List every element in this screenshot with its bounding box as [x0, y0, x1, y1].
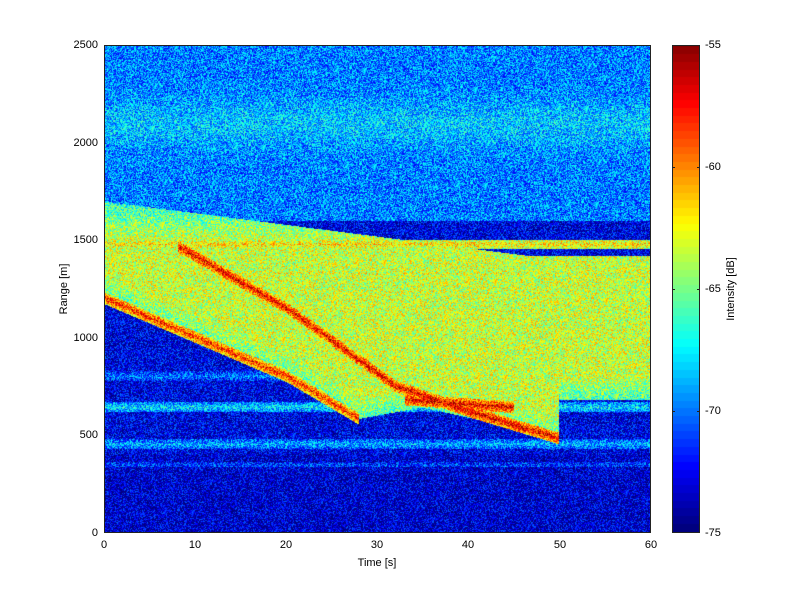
colorbar-tickmark: [697, 289, 700, 290]
x-tick-label: 50: [553, 539, 567, 551]
colorbar-tickmark: [672, 411, 675, 412]
y-tick-label: 2000: [73, 137, 98, 149]
colorbar-tickmark: [672, 289, 675, 290]
heatmap-plot-area: [104, 45, 651, 533]
y-tick-label: 1000: [73, 332, 98, 344]
x-tick-label: 60: [644, 539, 658, 551]
colorbar-tick-label: -65: [705, 283, 721, 295]
colorbar-tickmark: [697, 167, 700, 168]
x-tick-label: 40: [461, 539, 475, 551]
y-tick-label: 2500: [73, 39, 98, 51]
x-tick-label: 30: [370, 539, 384, 551]
colorbar-tickmark: [697, 411, 700, 412]
y-tick-label: 0: [91, 527, 98, 539]
colorbar-tick-label: -70: [705, 405, 721, 417]
colorbar-label: Intensity [dB]: [725, 257, 737, 321]
y-tick-label: 1500: [73, 234, 98, 246]
colorbar-tick-label: -55: [705, 39, 721, 51]
colorbar-tick-label: -75: [705, 527, 721, 539]
y-tick-label: 500: [79, 429, 98, 441]
x-tick-label: 20: [279, 539, 293, 551]
x-tick-label: 0: [100, 539, 108, 551]
y-axis-label: Range [m]: [58, 263, 70, 315]
colorbar-gradient: [673, 46, 699, 532]
colorbar: [672, 45, 700, 533]
colorbar-tickmark: [672, 167, 675, 168]
x-tick-label: 10: [188, 539, 202, 551]
x-axis-label: Time [s]: [357, 557, 397, 569]
heatmap-image: [105, 46, 650, 532]
colorbar-tick-label: -60: [705, 161, 721, 173]
